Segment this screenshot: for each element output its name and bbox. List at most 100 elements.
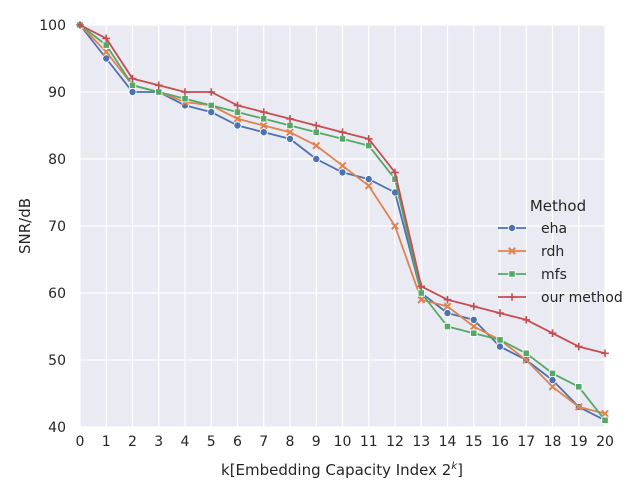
data-point <box>207 108 216 117</box>
y-tick-label: 90 <box>48 85 66 101</box>
data-point <box>522 316 531 324</box>
y-tick-label: 50 <box>48 353 66 369</box>
data-point <box>417 295 426 304</box>
data-point <box>575 383 583 391</box>
data-point <box>102 54 111 63</box>
x-tick-label: 20 <box>596 434 614 450</box>
data-point <box>338 128 347 136</box>
data-point <box>391 222 399 230</box>
data-point <box>469 315 478 324</box>
data-point <box>601 409 609 418</box>
data-point <box>574 402 583 411</box>
y-tick-label: 40 <box>48 420 66 436</box>
data-point <box>522 356 531 364</box>
legend-marker <box>508 293 516 301</box>
data-point <box>469 302 478 311</box>
data-point <box>233 114 242 123</box>
x-tick-label: 15 <box>465 434 483 450</box>
data-point <box>233 121 242 130</box>
legend-marker <box>508 247 516 255</box>
x-tick-label: 1 <box>102 434 111 450</box>
data-point <box>470 329 478 337</box>
data-point <box>365 141 373 150</box>
x-tick-label: 19 <box>570 434 588 450</box>
legend-item: eha <box>498 221 567 237</box>
data-point <box>102 34 111 43</box>
x-tick-label: 11 <box>360 434 378 450</box>
legend-label: our method <box>541 290 623 306</box>
data-point <box>548 376 557 385</box>
legend-marker <box>508 270 516 278</box>
x-tick-label: 4 <box>181 434 190 450</box>
data-point <box>128 81 137 89</box>
y-tick-label: 100 <box>39 18 66 34</box>
x-tick-label: 13 <box>412 434 430 450</box>
x-tick-label: 16 <box>491 434 509 450</box>
x-tick-label: 17 <box>517 434 535 450</box>
data-point <box>469 322 478 331</box>
data-point <box>181 88 189 96</box>
data-point <box>155 88 163 96</box>
legend-item: mfs <box>498 267 567 283</box>
x-tick-labels: 0 1 2 3 4 5 6 7 8 9 10 11 12 13 14 15 16 17 18 19 20 <box>76 434 614 450</box>
data-point <box>233 108 242 116</box>
data-point <box>391 168 399 177</box>
x-tick-label: 3 <box>154 434 163 450</box>
x-tick-label: 5 <box>207 434 216 450</box>
legend-label: eha <box>541 221 567 237</box>
data-point <box>443 295 452 304</box>
legend-title: Method <box>530 197 586 215</box>
data-point <box>417 282 426 291</box>
data-point <box>312 141 321 150</box>
data-point <box>207 101 215 109</box>
y-tick-label: 70 <box>48 219 66 235</box>
data-point <box>443 309 452 318</box>
data-point <box>443 302 452 311</box>
data-point <box>233 101 242 110</box>
x-tick-label: 2 <box>128 434 137 450</box>
data-point <box>496 309 504 317</box>
data-point <box>548 369 557 378</box>
data-point <box>181 95 189 103</box>
data-point <box>574 342 583 351</box>
data-point <box>548 382 557 391</box>
y-tick-label: 80 <box>48 152 66 168</box>
legend-items: eha rdh mfs our method <box>498 221 623 306</box>
data-point <box>338 161 347 170</box>
data-point <box>312 121 321 130</box>
x-tick-label: 9 <box>312 434 321 450</box>
x-axis-label: k[Embedding Capacity Index 2k] <box>221 461 463 479</box>
series-our-method <box>76 21 609 358</box>
series-mfs <box>76 21 609 424</box>
data-point <box>364 175 373 184</box>
x-tick-label: 14 <box>439 434 457 450</box>
data-point <box>364 181 373 190</box>
x-tick-label: 0 <box>76 434 85 450</box>
data-point <box>338 135 347 143</box>
data-point <box>285 134 294 143</box>
data-point <box>601 416 609 424</box>
data-point <box>154 81 163 90</box>
data-point <box>286 121 294 130</box>
y-axis-label: SNR/dB <box>16 198 34 254</box>
x-tick-label: 18 <box>544 434 562 450</box>
data-point <box>312 128 320 136</box>
data-point <box>128 74 137 83</box>
data-point <box>259 108 268 116</box>
data-point <box>417 289 425 297</box>
data-point <box>286 115 294 123</box>
x-tick-label: 6 <box>233 434 242 450</box>
data-point <box>496 336 504 344</box>
legend: Method eha rdh mfs our method <box>498 197 623 306</box>
x-tick-label: 7 <box>259 434 268 450</box>
legend-label: mfs <box>541 267 567 283</box>
x-tick-label: 12 <box>386 434 404 450</box>
legend-item: our method <box>498 290 623 306</box>
legend-label: rdh <box>541 244 564 260</box>
x-tick-label: 8 <box>286 434 295 450</box>
data-point <box>338 168 347 177</box>
data-point <box>260 115 268 123</box>
x-tick-label: 10 <box>334 434 352 450</box>
